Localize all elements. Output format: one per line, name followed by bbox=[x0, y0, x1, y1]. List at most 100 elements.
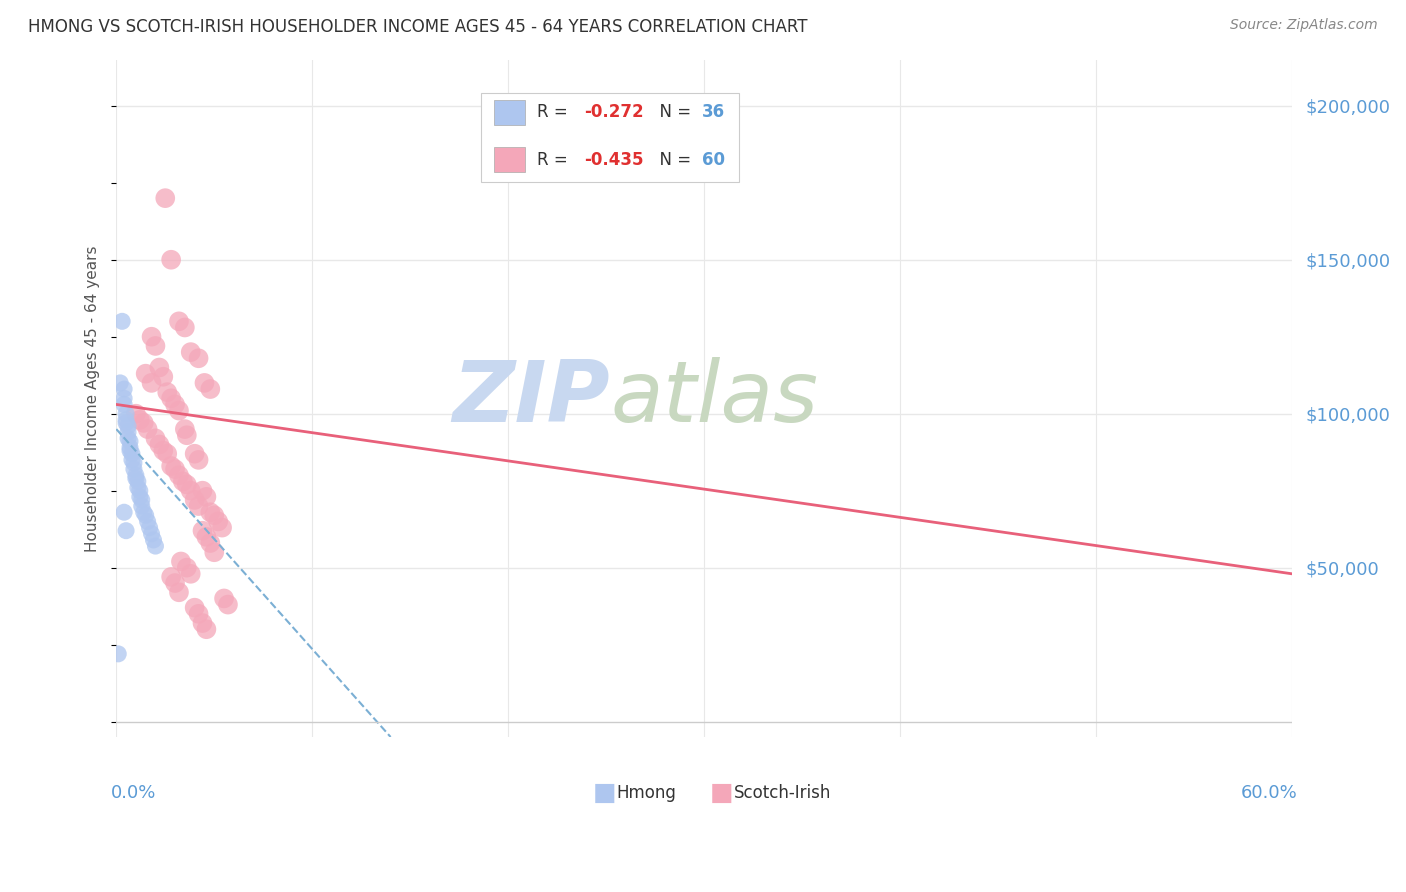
Point bbox=[118, 434, 141, 449]
Point bbox=[132, 416, 155, 430]
Point bbox=[136, 422, 159, 436]
Point bbox=[122, 462, 145, 476]
Point bbox=[145, 339, 167, 353]
Point bbox=[118, 441, 141, 455]
Point bbox=[141, 376, 163, 390]
Point bbox=[115, 524, 138, 538]
Point bbox=[122, 456, 145, 470]
Text: -0.272: -0.272 bbox=[585, 103, 644, 121]
Point bbox=[135, 367, 157, 381]
Point bbox=[112, 505, 135, 519]
Point bbox=[167, 468, 190, 483]
Point bbox=[187, 453, 209, 467]
Point bbox=[170, 554, 193, 568]
Point bbox=[176, 560, 198, 574]
Point bbox=[160, 458, 183, 473]
Point bbox=[128, 413, 150, 427]
Text: -0.435: -0.435 bbox=[585, 151, 644, 169]
Text: R =: R = bbox=[537, 103, 574, 121]
Point bbox=[165, 462, 187, 476]
Point bbox=[141, 526, 163, 541]
Text: ■: ■ bbox=[592, 781, 616, 805]
Point bbox=[202, 545, 225, 559]
Text: Source: ZipAtlas.com: Source: ZipAtlas.com bbox=[1230, 18, 1378, 32]
Point bbox=[142, 533, 165, 547]
Point bbox=[148, 360, 170, 375]
Text: N =: N = bbox=[650, 151, 696, 169]
Point bbox=[211, 521, 233, 535]
Point bbox=[115, 407, 138, 421]
Point bbox=[183, 600, 205, 615]
Point bbox=[148, 437, 170, 451]
Point bbox=[165, 576, 187, 591]
Point bbox=[180, 345, 202, 359]
Point bbox=[173, 422, 195, 436]
Point bbox=[187, 607, 209, 621]
Point bbox=[125, 471, 148, 485]
Point bbox=[160, 570, 183, 584]
Point bbox=[131, 492, 153, 507]
Point bbox=[152, 369, 174, 384]
Point bbox=[167, 585, 190, 599]
Point bbox=[191, 616, 214, 631]
Text: ■: ■ bbox=[710, 781, 734, 805]
Point bbox=[132, 505, 155, 519]
Point bbox=[136, 515, 159, 529]
Point bbox=[191, 483, 214, 498]
Point bbox=[125, 407, 148, 421]
Point bbox=[212, 591, 235, 606]
Point bbox=[108, 376, 131, 390]
Text: N =: N = bbox=[650, 103, 696, 121]
Point bbox=[112, 382, 135, 396]
Point bbox=[112, 392, 135, 406]
Point bbox=[200, 536, 222, 550]
Point bbox=[165, 397, 187, 411]
Point bbox=[111, 314, 134, 328]
Text: 0.0%: 0.0% bbox=[111, 784, 156, 803]
Point bbox=[180, 483, 202, 498]
Point bbox=[128, 490, 150, 504]
Point bbox=[141, 329, 163, 343]
Point bbox=[183, 447, 205, 461]
Text: atlas: atlas bbox=[610, 357, 818, 440]
Point bbox=[117, 425, 139, 439]
Point bbox=[128, 483, 150, 498]
Point bbox=[107, 647, 129, 661]
Point bbox=[195, 530, 218, 544]
Point bbox=[152, 443, 174, 458]
Point bbox=[195, 490, 218, 504]
Point bbox=[207, 515, 229, 529]
Point bbox=[187, 499, 209, 513]
Point bbox=[121, 453, 143, 467]
Text: 60.0%: 60.0% bbox=[1241, 784, 1298, 803]
Point bbox=[117, 431, 139, 445]
Point bbox=[145, 431, 167, 445]
Point bbox=[176, 428, 198, 442]
Point bbox=[121, 447, 143, 461]
Point bbox=[176, 477, 198, 491]
Point bbox=[167, 314, 190, 328]
Point bbox=[187, 351, 209, 366]
Point bbox=[200, 505, 222, 519]
Point bbox=[115, 413, 138, 427]
Point bbox=[127, 475, 149, 489]
Text: HMONG VS SCOTCH-IRISH HOUSEHOLDER INCOME AGES 45 - 64 YEARS CORRELATION CHART: HMONG VS SCOTCH-IRISH HOUSEHOLDER INCOME… bbox=[28, 18, 807, 36]
Point bbox=[160, 252, 183, 267]
Y-axis label: Householder Income Ages 45 - 64 years: Householder Income Ages 45 - 64 years bbox=[86, 245, 100, 551]
Point bbox=[125, 468, 148, 483]
Text: ZIP: ZIP bbox=[453, 357, 610, 440]
Point bbox=[180, 566, 202, 581]
Point bbox=[117, 419, 139, 434]
FancyBboxPatch shape bbox=[481, 94, 740, 182]
Point bbox=[155, 191, 177, 205]
Text: R =: R = bbox=[537, 151, 574, 169]
Point bbox=[145, 539, 167, 553]
Point bbox=[193, 376, 215, 390]
Point bbox=[160, 392, 183, 406]
Point bbox=[195, 622, 218, 636]
Point bbox=[173, 320, 195, 334]
Text: Hmong: Hmong bbox=[616, 784, 676, 803]
Point bbox=[138, 521, 160, 535]
Text: 36: 36 bbox=[702, 103, 725, 121]
FancyBboxPatch shape bbox=[494, 147, 526, 172]
